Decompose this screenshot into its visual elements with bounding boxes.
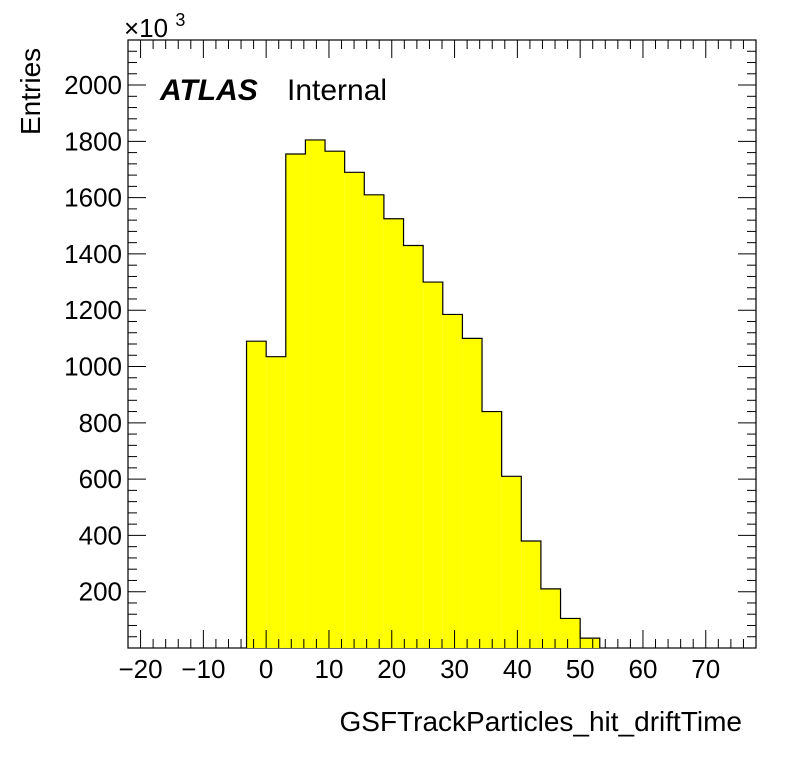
histogram-bar — [364, 194, 384, 648]
tick-labels: −20 −10 0 10 20 30 40 50 60 70 200 400 600 800 1000 120… — [64, 70, 720, 684]
x-tick-label: 0 — [259, 654, 273, 684]
x-tick-label: 70 — [691, 654, 720, 684]
x-tick-label: 20 — [377, 654, 406, 684]
histogram-bar — [266, 356, 286, 648]
histogram-bar — [560, 618, 581, 648]
y-tick-label: 1800 — [64, 126, 122, 156]
x-tick-label: 40 — [503, 654, 532, 684]
y-tick-label: 400 — [79, 520, 122, 550]
histogram-bar — [403, 245, 424, 648]
x-tick-label: −20 — [119, 654, 163, 684]
y-axis-multiplier-base: ×10 — [124, 13, 168, 43]
histogram-bar — [482, 411, 502, 648]
y-axis-title: Entries — [15, 48, 46, 135]
y-tick-label: 600 — [79, 464, 122, 494]
x-tick-label: 60 — [628, 654, 657, 684]
histogram-bar — [501, 476, 522, 648]
y-axis-multiplier-exponent: 3 — [175, 10, 185, 30]
histogram-outline — [245, 139, 601, 648]
x-tick-label: −10 — [181, 654, 225, 684]
y-tick-label: 1000 — [64, 352, 122, 382]
atlas-label: ATLAS — [159, 74, 258, 107]
histogram-bar — [325, 151, 345, 648]
internal-label: Internal — [287, 74, 387, 107]
x-tick-label: 10 — [314, 654, 343, 684]
axis-ticks — [128, 39, 756, 648]
x-axis-title: GSFTrackParticles_hit_driftTime — [340, 706, 742, 737]
y-axis-multiplier: ×10 3 — [124, 10, 185, 43]
y-tick-label: 800 — [79, 408, 122, 438]
y-tick-label: 1600 — [64, 183, 122, 213]
histogram-bar — [442, 314, 463, 648]
histogram-bar — [462, 338, 483, 648]
y-tick-label: 2000 — [64, 70, 122, 100]
x-tick-label: 30 — [440, 654, 469, 684]
histogram-bar — [580, 638, 600, 648]
histogram-bar — [383, 218, 404, 649]
histogram-bar — [540, 588, 561, 648]
histogram-bars — [246, 139, 600, 649]
histogram-bar — [246, 341, 267, 648]
histogram-bar — [423, 282, 443, 648]
histogram-bar — [521, 541, 541, 648]
y-tick-label: 1200 — [64, 295, 122, 325]
histogram-bar — [285, 154, 306, 648]
y-tick-label: 200 — [79, 577, 122, 607]
histogram-bar — [305, 139, 326, 649]
x-tick-label: 50 — [566, 654, 595, 684]
y-tick-label: 1400 — [64, 239, 122, 269]
histogram-bar — [344, 172, 365, 648]
